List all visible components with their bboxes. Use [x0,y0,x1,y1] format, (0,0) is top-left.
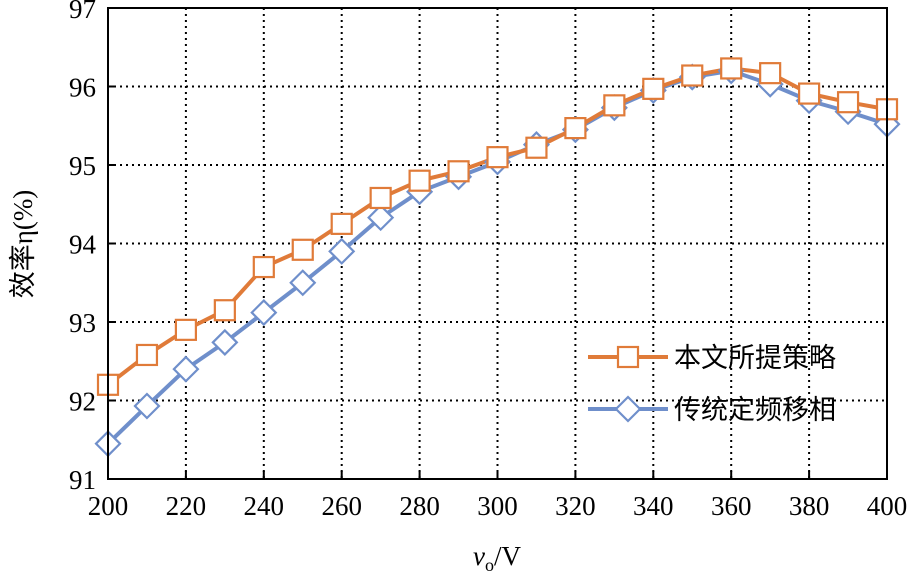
x-tick-label: 300 [477,491,518,521]
data-point [486,146,509,169]
y-tick-label: 95 [69,151,96,181]
data-point [328,237,356,265]
data-point [642,77,665,100]
series-lines [94,57,901,458]
y-tick-label: 93 [69,308,96,338]
data-point [564,117,587,140]
data-point [447,160,470,183]
legend-marker [614,395,642,423]
legend-label: 本文所提策略 [674,343,836,373]
x-tick-label: 400 [867,491,908,521]
data-point [133,392,161,420]
legend-label: 传统定频移相 [674,395,836,425]
y-axis-label: 效率η(%) [8,190,38,299]
data-point [211,328,239,356]
data-point [367,204,395,232]
x-tick-label: 260 [321,491,362,521]
x-axis-label: vo/V [473,541,521,575]
data-point [720,57,743,80]
data-point [330,212,353,235]
data-point [250,299,278,327]
data-point [252,255,275,279]
data-point [291,238,314,261]
y-tick-label: 94 [69,230,97,260]
legend-marker [616,345,640,369]
tick-labels: 200 220 240 260 280 300 320 340 360 380 400 91 92 93 9… [69,0,907,521]
x-tick-label: 380 [789,491,830,521]
data-point [836,91,860,114]
y-tick-label: 96 [69,73,96,103]
x-axis-label-unit: /V [494,541,522,571]
data-point [603,94,626,117]
data-point [797,82,821,105]
x-axis-label-main: v [473,541,485,571]
y-tick-label: 91 [69,465,96,495]
x-tick-label: 240 [244,491,285,521]
data-point [681,64,704,87]
data-point [525,136,548,159]
data-point [213,299,236,322]
data-point [759,62,782,85]
x-tick-label: 220 [166,491,207,521]
x-tick-label: 320 [555,491,596,521]
x-axis-label-sub: o [485,555,494,575]
data-point [174,318,197,341]
data-point [289,269,317,297]
x-tick-label: 280 [399,491,440,521]
data-point [408,169,431,192]
x-tick-label: 340 [633,491,674,521]
y-tick-label: 92 [69,387,96,417]
data-point [135,343,159,367]
data-point [369,186,392,210]
y-tick-label: 97 [69,0,96,24]
x-tick-label: 360 [711,491,752,521]
data-point [172,355,200,383]
x-tick-label: 200 [88,491,129,521]
plot-frame [107,7,888,480]
